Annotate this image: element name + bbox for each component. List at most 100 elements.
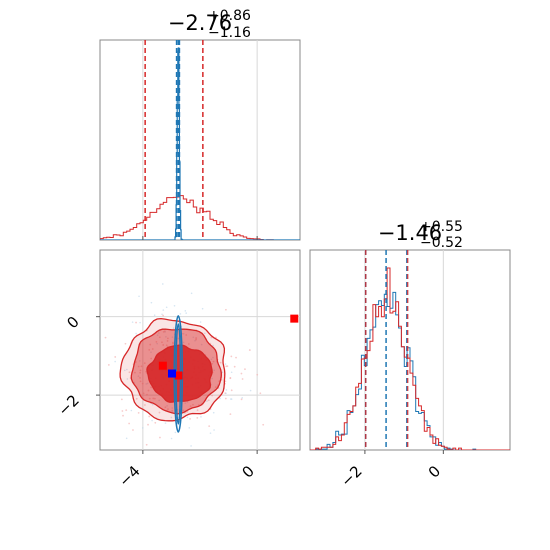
- title-param2-plus: +0.55: [420, 219, 463, 235]
- scatter-point-red: [144, 404, 146, 406]
- scatter-point-red: [166, 340, 169, 342]
- scatter-point-red: [211, 362, 214, 365]
- scatter-point-red: [151, 348, 154, 350]
- scatter-point-blue: [123, 369, 126, 372]
- hist-param2-blue: [310, 291, 510, 450]
- scatter-point-blue: [182, 472, 184, 474]
- scatter-point-red: [145, 443, 148, 446]
- scatter-point-blue: [185, 312, 187, 314]
- scatter-point-blue: [188, 427, 191, 429]
- scatter-point-red: [128, 422, 131, 425]
- scatter-point-red: [134, 371, 136, 374]
- scatter-point-red: [128, 371, 131, 374]
- scatter-point-red: [195, 338, 197, 341]
- scatter-point-red: [161, 341, 163, 344]
- scatter-point-red: [148, 397, 151, 400]
- scatter-point-red: [166, 337, 169, 340]
- scatter-point-red: [229, 413, 232, 415]
- scatter-point-blue: [212, 344, 214, 347]
- scatter-point-blue: [182, 341, 185, 344]
- tick-label-x-param2-0: −2: [337, 462, 365, 490]
- scatter-point-red: [124, 342, 127, 345]
- scatter-point-red: [139, 371, 142, 374]
- scatter-point-blue: [184, 402, 187, 404]
- scatter-point-blue: [200, 343, 203, 346]
- scatter-point-red: [94, 404, 96, 406]
- scatter-point-red: [196, 417, 199, 419]
- title-param1: −2.76: [168, 11, 232, 35]
- contour-markers: [158, 314, 299, 380]
- scatter-point-red: [230, 389, 233, 392]
- scatter-point-blue: [158, 399, 160, 402]
- tick-label-y-param2-0: 0: [63, 313, 82, 332]
- scatter-point-blue: [172, 327, 175, 329]
- scatter-point-blue: [165, 336, 167, 338]
- scatter-point-red: [147, 389, 150, 392]
- scatter-point-red: [155, 340, 158, 343]
- scatter-point-blue: [186, 416, 189, 419]
- scatter-point-red: [114, 356, 117, 358]
- scatter-point-red: [165, 344, 168, 347]
- title-param2: −1.46: [378, 221, 442, 245]
- scatter-point-red: [189, 417, 191, 420]
- scatter-point-red: [240, 398, 243, 401]
- scatter-point-blue: [241, 397, 244, 399]
- title-param2-minus: −0.52: [420, 235, 463, 251]
- scatter-point-red: [139, 369, 142, 372]
- scatter-point-blue: [131, 321, 134, 323]
- scatter-point-blue: [200, 416, 202, 418]
- scatter-point-blue: [151, 419, 153, 422]
- scatter-point-blue: [219, 397, 221, 400]
- scatter-point-blue: [151, 403, 154, 406]
- scatter-point-blue: [170, 416, 173, 419]
- scatter-point-blue: [146, 382, 149, 385]
- scatter-point-blue: [213, 369, 216, 372]
- scatter-point-blue: [230, 398, 233, 400]
- scatter-point-red: [137, 411, 140, 414]
- scatter-point-blue: [156, 342, 158, 345]
- scatter-point-red: [177, 337, 180, 340]
- scatter-point-blue: [225, 392, 227, 395]
- scatter-point-blue: [158, 332, 160, 334]
- scatter-point-red: [141, 382, 144, 385]
- scatter-point-red: [212, 360, 215, 363]
- scatter-point-red: [225, 308, 227, 311]
- hist-param2-red: [310, 267, 510, 450]
- scatter-point-blue: [164, 331, 166, 333]
- tick-label-y-param2-1: −2: [54, 391, 82, 419]
- scatter-point-blue: [236, 473, 238, 475]
- marker-red-0: [158, 361, 167, 370]
- scatter-point-red: [244, 368, 246, 371]
- scatter-point-blue: [138, 295, 140, 298]
- scatter-point-blue: [126, 378, 129, 380]
- scatter-point-red: [158, 336, 161, 339]
- hist-panel-param1: −2.76 +0.86 −1.16: [99, 8, 301, 241]
- scatter-point-blue: [161, 313, 163, 316]
- scatter-point-blue: [130, 409, 133, 412]
- scatter-point-red: [121, 410, 124, 412]
- scatter-point-blue: [211, 377, 213, 380]
- scatter-point-blue: [230, 371, 233, 374]
- hist-panel-param2: −2 0 −1.46 +0.55 −0.52: [309, 219, 511, 490]
- scatter-point-red: [139, 377, 141, 379]
- scatter-point-blue: [138, 360, 141, 362]
- scatter-point-red: [150, 357, 153, 360]
- scatter-point-red: [211, 394, 214, 397]
- scatter-point-red: [158, 411, 161, 414]
- scatter-point-red: [148, 349, 151, 351]
- scatter-point-blue: [192, 336, 195, 339]
- scatter-point-red: [150, 386, 153, 389]
- scatter-point-blue: [249, 389, 252, 392]
- scatter-point-red: [148, 415, 151, 418]
- scatter-point-blue: [206, 400, 208, 402]
- scatter-point-blue: [162, 309, 165, 311]
- scatter-point-red: [162, 344, 165, 346]
- scatter-point-blue: [165, 306, 168, 309]
- scatter-point-red: [240, 372, 243, 375]
- scatter-point-blue: [174, 431, 177, 434]
- scatter-point-blue: [184, 310, 187, 312]
- scatter-point-blue: [201, 307, 204, 310]
- scatter-point-red: [149, 343, 152, 346]
- grid-param2: [364, 250, 444, 450]
